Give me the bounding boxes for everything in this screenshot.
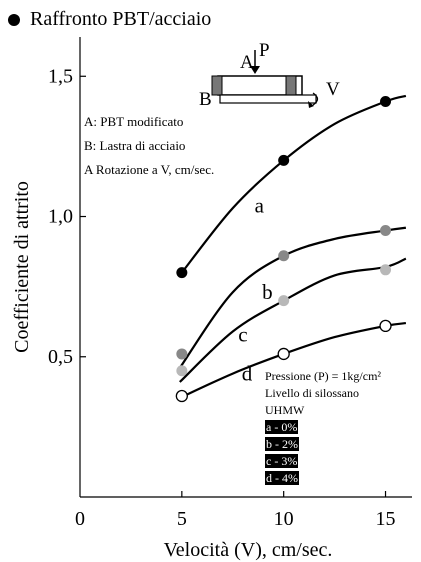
- chart-axes: 0,5 1,0 1,5 0 5 10 15 Velocità (V), cm/sec. Coef…: [11, 37, 412, 561]
- legend: Pressione (P) = 1kg/cm² Livello di silos…: [265, 368, 381, 487]
- data-point-a: [176, 267, 188, 279]
- legend-siloxane: Livello di silossano: [265, 386, 359, 400]
- y-axis-label: Coefficiente di attrito: [11, 181, 33, 353]
- legend-item-c-label: c - 3%: [265, 454, 299, 468]
- sample-holder-left: [211, 75, 223, 96]
- data-point-c: [380, 264, 392, 276]
- data-point-d: [175, 389, 188, 403]
- diagram-label-b: B: [199, 89, 212, 110]
- series-line-a: [180, 94, 407, 274]
- diagram-label-a: A: [240, 52, 254, 73]
- test-setup-diagram: A P B V: [199, 40, 340, 110]
- data-point-c: [176, 365, 188, 377]
- steel-plate: [219, 94, 317, 104]
- legend-item-d: d - 4%: [265, 470, 381, 487]
- rotation-arrow-head: [308, 101, 314, 108]
- title-bullet-icon: [8, 13, 20, 26]
- y-tick-label: 1,0: [48, 206, 73, 228]
- series-label-a: a: [255, 193, 265, 217]
- legend-material: UHMW: [265, 403, 305, 417]
- diagram-label-p: P: [259, 40, 270, 61]
- series-label-d: d: [242, 362, 253, 386]
- diagram-label-v: V: [326, 79, 340, 100]
- data-point-a: [380, 96, 392, 108]
- data-point-b: [176, 348, 188, 360]
- data-point-a: [278, 154, 290, 166]
- legend-item-b-label: b - 2%: [265, 437, 299, 451]
- diagram-notes: A: PBT modificato B: Lastra di acciaio A…: [84, 110, 214, 182]
- series-label-b: b: [262, 280, 273, 304]
- data-point-b: [380, 225, 392, 237]
- series-line-b: [178, 226, 407, 369]
- chart-labels: a bcd: [238, 193, 272, 385]
- note-rotation: A Rotazione a V, cm/sec.: [84, 162, 215, 177]
- legend-item-d-label: d - 4%: [265, 471, 299, 485]
- chart-title-row: Raffronto PBT/acciaio: [8, 8, 211, 31]
- data-point-b: [278, 250, 290, 262]
- sample-holder-right: [285, 75, 297, 96]
- series-line-c: [179, 257, 407, 383]
- note-b: B: Lastra di acciaio: [84, 138, 186, 153]
- x-tick-label: 5: [177, 508, 187, 530]
- legend-item-c: c - 3%: [265, 453, 381, 470]
- legend-item-a: a - 0%: [265, 419, 381, 436]
- data-point-d: [379, 319, 392, 333]
- y-tick-label: 1,5: [48, 65, 73, 87]
- legend-item-b: b - 2%: [265, 436, 381, 453]
- pressure-arrow-head: [250, 66, 260, 74]
- chart-title: Raffronto PBT/acciaio: [30, 8, 212, 30]
- x-tick-label: 15: [376, 508, 396, 530]
- data-point-d: [277, 347, 290, 361]
- legend-pressure: Pressione (P) = 1kg/cm²: [265, 369, 382, 383]
- legend-item-a-label: a - 0%: [265, 420, 299, 434]
- note-a: A: PBT modificato: [84, 114, 184, 129]
- rotation-arrow: [312, 92, 319, 106]
- series-label-c: c: [238, 322, 247, 346]
- y-tick-label: 0,5: [48, 346, 73, 368]
- chart-markers: [175, 96, 392, 403]
- x-tick-label: 0: [75, 508, 85, 530]
- x-tick-label: 10: [274, 508, 294, 530]
- x-axis-label: Velocità (V), cm/sec.: [164, 539, 333, 561]
- data-point-c: [278, 295, 290, 307]
